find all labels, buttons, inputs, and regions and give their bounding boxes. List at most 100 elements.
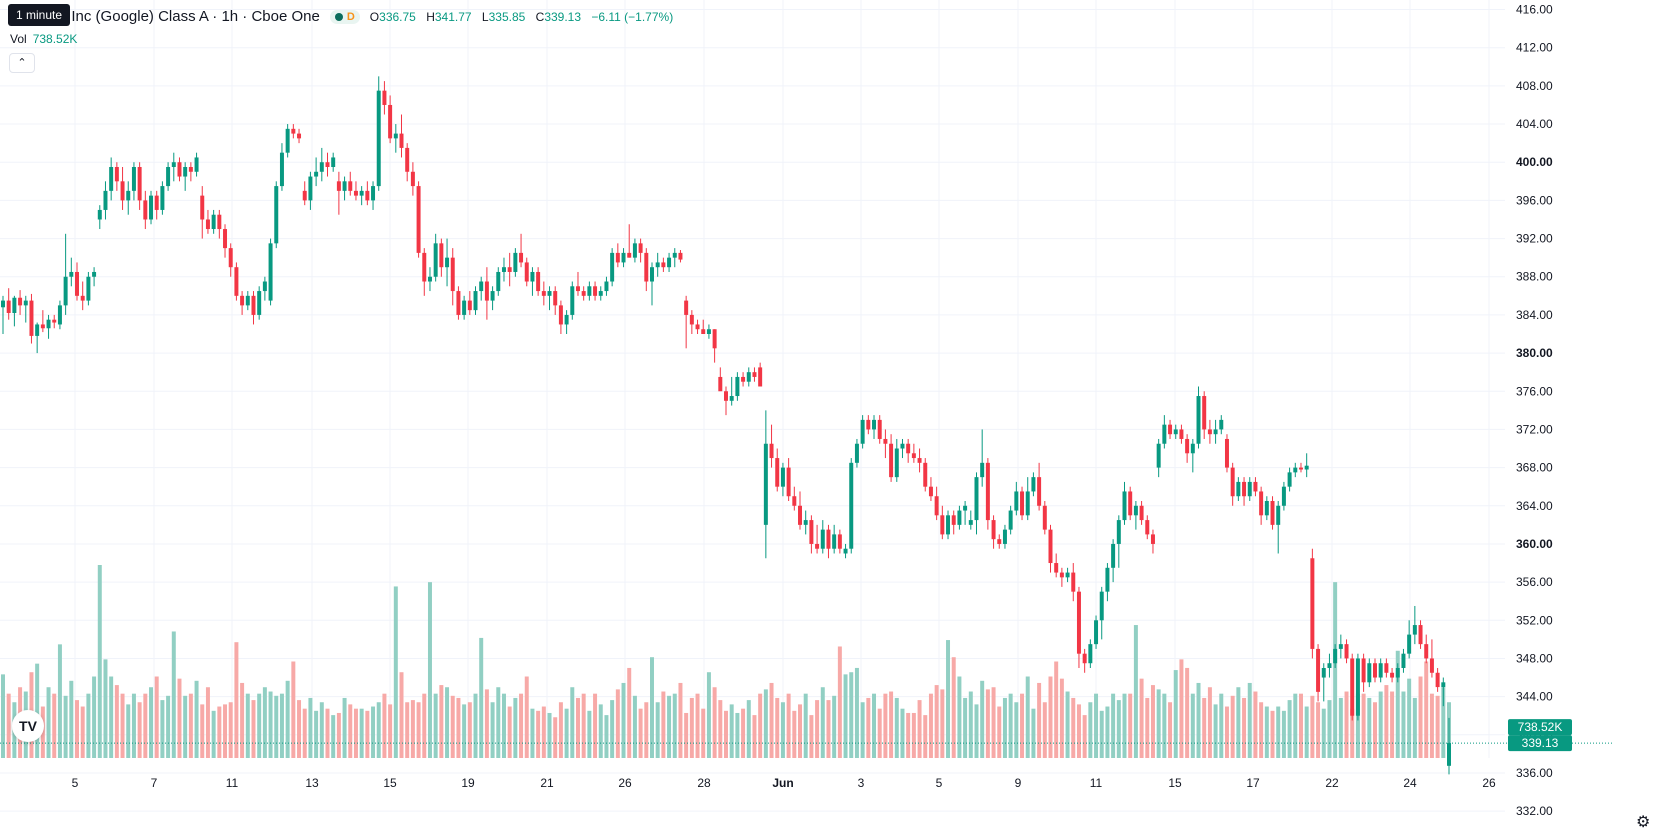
volume-bar [769,682,774,758]
candle-body [1390,672,1395,678]
candle-body [980,462,985,478]
open-label: O [369,9,380,24]
candle-body [86,276,91,301]
volume-bar [422,693,427,758]
volume-bar [1298,693,1303,758]
candle-body [211,214,216,230]
volume-bar [803,693,808,758]
candle-body [627,252,632,258]
time-tick-label: 24 [1403,776,1417,790]
volume-bar [160,700,165,758]
candle-body [262,281,267,292]
candle-body [1082,653,1087,664]
time-tick-label: 7 [151,776,158,790]
volume-bar [126,704,131,758]
volume-bar [985,689,990,758]
volume-bar [763,689,768,758]
candle-body [581,291,586,296]
candle-body [1344,644,1349,659]
candle-body [171,162,176,167]
candle-body [80,295,85,301]
candle-body [798,505,803,525]
candle-body [234,267,239,296]
volume-bar [1424,661,1429,758]
volume-bar [1037,682,1042,758]
volume-bar [940,689,945,758]
volume-bar [1384,685,1389,758]
candle-body [29,300,34,336]
candle-body [1441,682,1446,688]
volume-bar [1304,706,1309,758]
volume-bar [786,693,791,758]
volume-bar [917,700,922,758]
volume-bar [1054,661,1059,758]
volume-bar [570,687,575,758]
volume-bar [1338,697,1343,758]
candle-body [456,291,461,315]
volume-bar [1048,676,1053,758]
volume-bar [1088,702,1093,758]
volume-bar [1321,708,1326,758]
price-tick-label: 392.00 [1516,232,1553,246]
candle-body [348,181,353,191]
volume-bar [889,691,894,758]
volume-bar [376,702,381,758]
candle-body [1270,501,1275,525]
candle-body [279,152,284,187]
candle-body [217,214,222,230]
volume-bar [928,693,933,758]
candle-body [131,167,136,191]
volume-bar [490,702,495,758]
volume-bar [1378,691,1383,758]
candle-body [1259,491,1264,516]
candle-body [1219,419,1224,430]
volume-bar [1412,697,1417,758]
price-tick-label: 412.00 [1516,41,1553,55]
high-value: 341.77 [434,9,472,24]
candle-body [655,262,660,268]
candle-body [63,276,68,306]
volume-bar [701,708,706,758]
symbol-title[interactable]: Alphabet Inc (Google) Class A · 1h · Cbo… [8,8,320,25]
volume-bar [1407,678,1412,758]
candle-body [1088,644,1093,664]
close-label: C [535,9,545,24]
volume-bar [240,682,245,758]
volume-bar [911,712,916,758]
candle-body [741,376,746,382]
collapse-legend-button[interactable]: ⌃ [9,53,35,73]
candle-body [724,391,728,401]
price-tick-label: 344.00 [1516,690,1553,704]
candle-body [1418,625,1423,645]
price-axis[interactable]: 416.00 412.00 408.00 404.00 400.00 396.00 392.… [1516,3,1553,819]
market-status[interactable]: D [329,9,360,24]
candle-body [114,167,119,182]
volume-bar [109,676,114,758]
gear-icon[interactable]: ⚙ [1636,814,1651,831]
candle-body [883,438,888,444]
candle-body [593,286,598,296]
volume-value: 738.52K [32,32,78,46]
candle-body [803,520,808,525]
volume-bar [1219,693,1224,758]
volume-bar [501,693,506,758]
volume-bar [593,693,598,758]
volume-bar [883,693,888,758]
time-axis[interactable]: 5 7 11 13 15 19 21 26 28 Jun 3 5 9 11 15 17 22 24 26 [72,776,1496,790]
time-tick-label: Jun [772,776,793,790]
candle-body [1355,658,1360,716]
tradingview-logo[interactable]: TV [12,710,44,742]
candle-body [689,314,694,325]
candle-body [416,186,421,253]
volume-bar [1099,710,1104,758]
volume-bar [314,710,319,758]
volume-bar [712,687,717,758]
candle-body [564,314,569,325]
candlestick-series [1,76,1451,775]
volume-bar [1065,691,1070,758]
candle-body [860,419,865,444]
candle-body [251,295,256,315]
candle-body [792,496,797,506]
volume-bar [558,702,563,758]
